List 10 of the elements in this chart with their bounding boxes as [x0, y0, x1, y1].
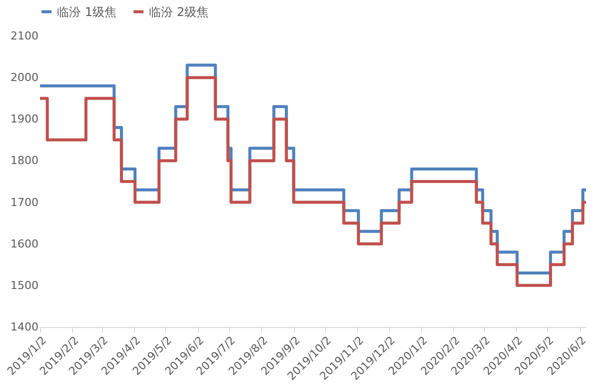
y-tick-label: 1600 [10, 237, 38, 250]
legend-label: 临汾 1级焦 [57, 4, 116, 19]
legend-label: 临汾 2级焦 [149, 4, 208, 19]
y-tick-label: 1800 [10, 154, 38, 168]
y-tick-label: 1700 [10, 196, 38, 209]
y-tick-label: 1500 [10, 278, 38, 292]
y-tick-label: 2100 [10, 30, 38, 42]
y-tick-label: 1400 [10, 320, 38, 334]
y-tick-label: 1900 [10, 112, 38, 126]
y-tick-label: 2000 [10, 71, 38, 84]
